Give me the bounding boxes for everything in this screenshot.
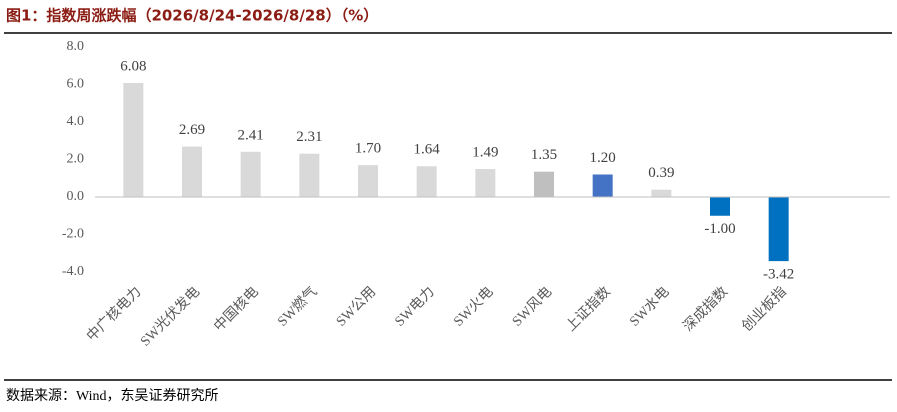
y-tick-label: 8.0 — [67, 39, 85, 54]
x-tick-label: 深成指数 — [680, 284, 731, 335]
bar — [182, 146, 202, 197]
x-tick-label: SW燃气 — [274, 283, 321, 330]
bar — [768, 197, 789, 262]
value-label: 1.49 — [472, 145, 498, 161]
y-tick-label: -2.0 — [62, 227, 84, 242]
x-tick-label: 上证指数 — [563, 284, 614, 335]
x-tick-label: 中国核电 — [211, 284, 262, 335]
x-tick-label: 创业板指 — [739, 284, 790, 335]
bar — [416, 166, 437, 197]
x-tick-label: SW公用 — [334, 284, 379, 329]
bar — [534, 171, 554, 197]
source-note: 数据来源：Wind，东吴证券研究所 — [6, 388, 219, 404]
y-tick-label: 4.0 — [67, 114, 85, 129]
bar — [592, 174, 613, 197]
x-tick-label: 中广核电力 — [84, 284, 145, 345]
bar — [299, 153, 320, 197]
value-label: 2.41 — [238, 127, 264, 143]
x-tick-label: SW火电 — [450, 284, 496, 330]
value-label: 0.39 — [648, 165, 674, 181]
bar — [358, 165, 378, 197]
value-label: 1.64 — [414, 142, 441, 158]
x-tick-label: SW电力 — [392, 284, 438, 330]
y-tick-label: 6.0 — [67, 77, 85, 92]
value-label: -3.42 — [763, 267, 794, 283]
y-tick-label: 0.0 — [67, 189, 85, 204]
bar — [475, 169, 496, 197]
bar — [710, 197, 730, 216]
value-label: 2.31 — [296, 129, 322, 145]
bar — [651, 189, 672, 197]
value-label: 2.69 — [179, 122, 205, 138]
y-tick-label: 2.0 — [67, 152, 85, 167]
bar — [123, 83, 144, 197]
x-tick-label: SW光伏发电 — [137, 284, 203, 350]
value-label: 1.35 — [531, 147, 557, 163]
bar — [240, 151, 261, 197]
y-tick-label: -4.0 — [62, 264, 84, 279]
value-label: -1.00 — [704, 221, 735, 237]
value-label: 1.70 — [355, 141, 381, 157]
value-label: 6.08 — [120, 58, 146, 74]
chart-title: 图1：指数周涨跌幅（2026/8/24-2026/8/28）（%） — [6, 7, 378, 25]
x-tick-label: SW水电 — [626, 284, 672, 330]
x-tick-label: SW风电 — [509, 284, 555, 330]
value-label: 1.20 — [590, 150, 616, 166]
